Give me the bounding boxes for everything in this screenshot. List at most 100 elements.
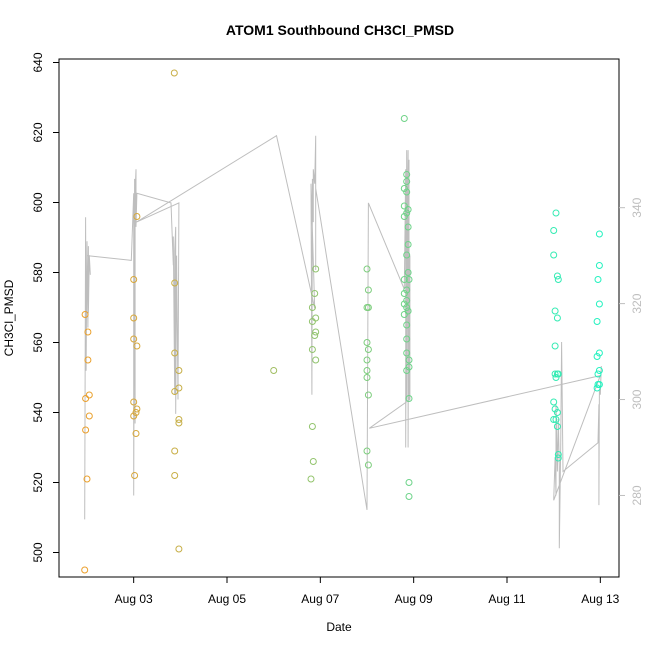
y-tick-label: 520: [31, 472, 45, 492]
data-point: [312, 265, 320, 273]
data-point: [551, 342, 559, 350]
data-point: [363, 339, 371, 346]
data-point: [550, 227, 558, 234]
y-tick-label: 620: [31, 122, 45, 142]
y-axis-left: 500 520 540 560 580 600 620 640: [31, 52, 59, 563]
data-point: [400, 311, 408, 318]
data-point: [171, 349, 179, 357]
data-point: [403, 209, 411, 217]
data-point: [307, 475, 315, 483]
data-point: [132, 430, 140, 437]
data-point: [130, 335, 138, 343]
data-point: [403, 188, 411, 196]
data-point: [133, 342, 141, 350]
data-point: [311, 290, 319, 297]
data-point: [363, 367, 371, 374]
data-point: [550, 416, 558, 423]
data-point: [403, 251, 411, 259]
data-point: [363, 356, 371, 364]
data-point: [175, 416, 183, 423]
y-tick-label: 600: [31, 192, 45, 212]
data-point: [82, 426, 90, 434]
data-point: [308, 346, 316, 353]
x-tick-label: Aug 11: [488, 592, 525, 606]
y2-tick-label: 340: [630, 197, 644, 217]
data-point: [593, 318, 601, 325]
data-point: [594, 276, 602, 283]
y2-tick-label: 280: [630, 485, 644, 505]
data-point: [403, 286, 411, 294]
data-point: [133, 405, 141, 413]
data-point: [595, 367, 603, 374]
data-point: [403, 321, 411, 329]
data-point: [552, 209, 560, 217]
data-point: [84, 328, 92, 336]
data-point: [554, 276, 562, 283]
data-point: [553, 314, 561, 322]
data-point: [81, 311, 89, 318]
data-point: [363, 447, 371, 455]
data-point: [130, 314, 138, 322]
data-point: [551, 370, 559, 378]
data-point: [595, 381, 603, 388]
data-point: [554, 451, 562, 458]
data-point: [85, 412, 93, 420]
data-point: [364, 286, 372, 294]
data-point: [554, 370, 562, 378]
x-tick-label: Aug 09: [395, 592, 433, 606]
data-point: [170, 69, 178, 77]
data-point: [553, 272, 561, 280]
data-point: [171, 279, 179, 287]
y-tick-label: 640: [31, 52, 45, 72]
data-point: [81, 566, 89, 574]
data-point: [403, 349, 411, 357]
data-point: [550, 251, 558, 259]
y2-tick-label: 300: [630, 389, 644, 409]
scatter-points-layer: [81, 69, 603, 574]
data-point: [400, 202, 408, 210]
data-point: [404, 223, 412, 231]
data-point: [550, 398, 558, 406]
data-point: [400, 300, 408, 308]
data-point: [595, 349, 603, 357]
data-point: [404, 269, 412, 276]
data-point: [595, 230, 603, 238]
data-point: [364, 461, 372, 469]
data-point: [400, 290, 408, 297]
chart-title: ATOM1 Southbound CH3Cl_PMSD: [226, 22, 454, 38]
data-point: [363, 265, 371, 273]
data-point: [404, 206, 412, 213]
data-point: [405, 276, 413, 283]
data-point: [312, 328, 320, 336]
x-tick-label: Aug 07: [301, 592, 339, 606]
data-point: [404, 241, 412, 248]
x-tick-label: Aug 05: [208, 592, 246, 606]
data-point: [308, 304, 316, 311]
data-point: [595, 262, 603, 269]
data-point: [171, 388, 179, 395]
data-point: [403, 304, 411, 311]
data-point: [84, 356, 92, 364]
data-point: [552, 416, 560, 423]
data-point: [130, 276, 138, 283]
data-point: [130, 412, 138, 420]
y-axis-label: CH3Cl_PMSD: [2, 279, 16, 356]
secondary-line-layer: [84, 134, 602, 549]
data-point: [82, 395, 90, 402]
data-point: [171, 472, 179, 479]
data-point: [364, 304, 372, 311]
data-point: [400, 115, 408, 122]
data-point: [175, 367, 183, 374]
data-point: [403, 178, 411, 185]
data-point: [404, 307, 412, 315]
data-point: [595, 300, 603, 308]
x-tick-label: Aug 03: [115, 592, 153, 606]
data-point: [175, 384, 183, 392]
data-point: [131, 472, 139, 479]
data-point: [85, 391, 93, 399]
data-point: [309, 458, 317, 465]
data-point: [552, 374, 560, 381]
data-point: [308, 423, 316, 430]
y2-tick-label: 320: [630, 293, 644, 313]
data-point: [270, 367, 278, 374]
